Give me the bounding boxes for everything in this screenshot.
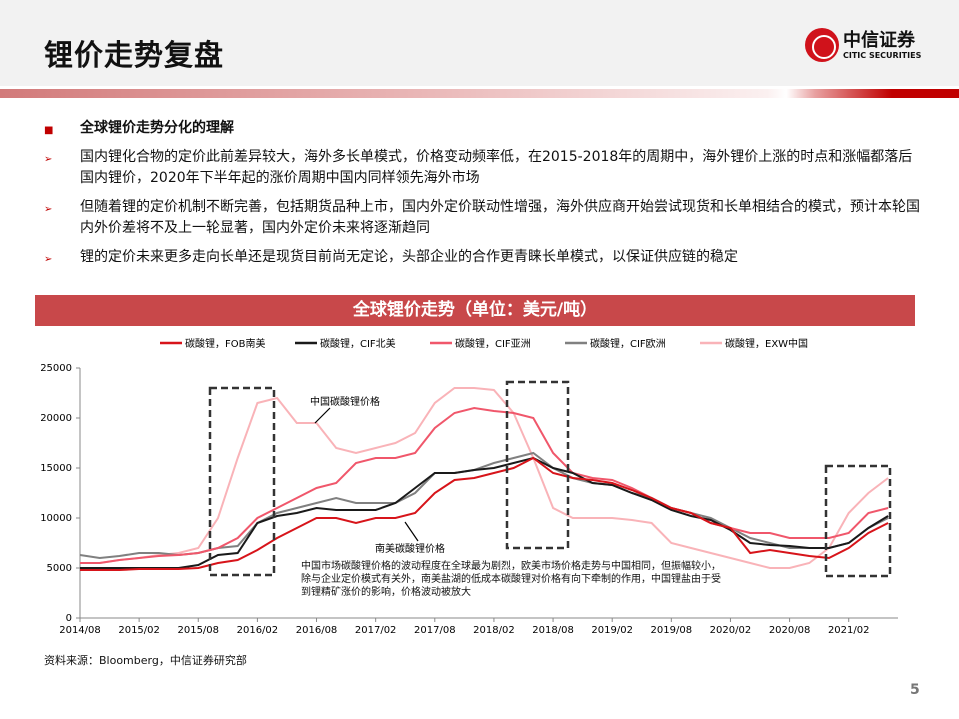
chart-title: 全球锂价走势（单位：美元/吨） <box>35 295 915 326</box>
arrow-bullet-icon: ➢ <box>44 204 53 215</box>
logo-zh: 中信证券 <box>843 29 915 51</box>
legend-label: 碳酸锂，CIF欧洲 <box>590 337 666 350</box>
y-tick-label: 10000 <box>40 513 72 524</box>
x-tick-label: 2018/08 <box>532 625 574 636</box>
x-tick-label: 2015/08 <box>177 625 219 636</box>
bullet-item: ➢ 但随着锂的定价机制不断完善，包括期货品种上市，国内外定价联动性增强，海外供应商… <box>44 197 924 239</box>
x-tick-label: 2017/08 <box>414 625 456 636</box>
bullet-list: ■ 全球锂价走势分化的理解 ➢ 国内锂化合物的定价此前差异较大，海外多长单模式，价格… <box>44 118 924 278</box>
x-tick-label: 2015/02 <box>118 625 160 636</box>
legend-label: 碳酸锂，CIF北美 <box>320 337 396 350</box>
header: 锂价走势复盘 中信证券 CITIC SECURITIES <box>0 0 959 86</box>
series-line-0 <box>80 456 889 571</box>
x-tick-label: 2021/02 <box>828 625 870 636</box>
y-tick-label: 5000 <box>47 563 72 574</box>
logo-en: CITIC SECURITIES <box>843 50 922 60</box>
annotation-china: 中国碳酸锂价格 <box>310 395 380 408</box>
x-tick-label: 2016/02 <box>237 625 279 636</box>
x-tick-label: 2014/08 <box>59 625 101 636</box>
series-line-4 <box>80 387 889 569</box>
legend-label: 碳酸锂，EXW中国 <box>725 337 808 350</box>
x-tick-label: 2020/08 <box>769 625 811 636</box>
bullet-item: ➢ 国内锂化合物的定价此前差异较大，海外多长单模式，价格变动频率低，在2015-2… <box>44 147 924 189</box>
x-tick-label: 2019/02 <box>591 625 633 636</box>
x-tick-label: 2017/02 <box>355 625 397 636</box>
highlight-box <box>208 386 276 577</box>
annotation-south-america: 南美碳酸锂价格 <box>375 542 445 555</box>
arrow-bullet-icon: ➢ <box>44 254 53 265</box>
x-tick-label: 2019/08 <box>651 625 693 636</box>
header-gradient-bar <box>0 89 959 98</box>
y-tick-label: 0 <box>66 613 72 624</box>
y-tick-label: 25000 <box>40 363 72 374</box>
highlight-box <box>824 464 892 578</box>
arrow-south-america <box>404 521 419 542</box>
heading-text: 全球锂价走势分化的理解 <box>80 120 234 136</box>
legend-label: 碳酸锂，CIF亚洲 <box>455 337 531 350</box>
y-tick-label: 15000 <box>40 463 72 474</box>
bullet-text: 但随着锂的定价机制不断完善，包括期货品种上市，国内外定价联动性增强，海外供应商开… <box>80 199 920 236</box>
bullet-text: 锂的定价未来更多走向长单还是现货目前尚无定论，头部企业的合作更青睐长单模式，以保… <box>80 249 738 265</box>
arrow-china <box>314 407 331 424</box>
chart-annotation-note: 中国市场碳酸锂价格的波动程度在全球最为剧烈，欧美市场价格走势与中国相同，但振幅较… <box>301 561 721 598</box>
highlight-box <box>505 380 570 550</box>
page-number: 5 <box>910 682 920 698</box>
citic-logo: 中信证券 CITIC SECURITIES <box>805 28 921 62</box>
y-tick-label: 20000 <box>40 413 72 424</box>
x-tick-label: 2016/08 <box>296 625 338 636</box>
bullet-item: ➢ 锂的定价未来更多走向长单还是现货目前尚无定论，头部企业的合作更青睐长单模式，以… <box>44 247 924 270</box>
series-line-1 <box>80 456 889 569</box>
page-title: 锂价走势复盘 <box>44 38 225 72</box>
citic-logo-icon <box>805 28 839 62</box>
x-tick-label: 2020/02 <box>710 625 752 636</box>
bullet-heading: ■ 全球锂价走势分化的理解 <box>44 118 924 141</box>
square-bullet-icon: ■ <box>44 125 54 136</box>
legend-label: 碳酸锂，FOB南美 <box>185 337 265 350</box>
x-tick-label: 2018/02 <box>473 625 515 636</box>
series-line-2 <box>80 406 889 564</box>
source-note: 资料来源：Bloomberg，中信证券研究部 <box>44 654 247 667</box>
arrow-bullet-icon: ➢ <box>44 154 53 165</box>
bullet-text: 国内锂化合物的定价此前差异较大，海外多长单模式，价格变动频率低，在2015-20… <box>80 149 913 186</box>
